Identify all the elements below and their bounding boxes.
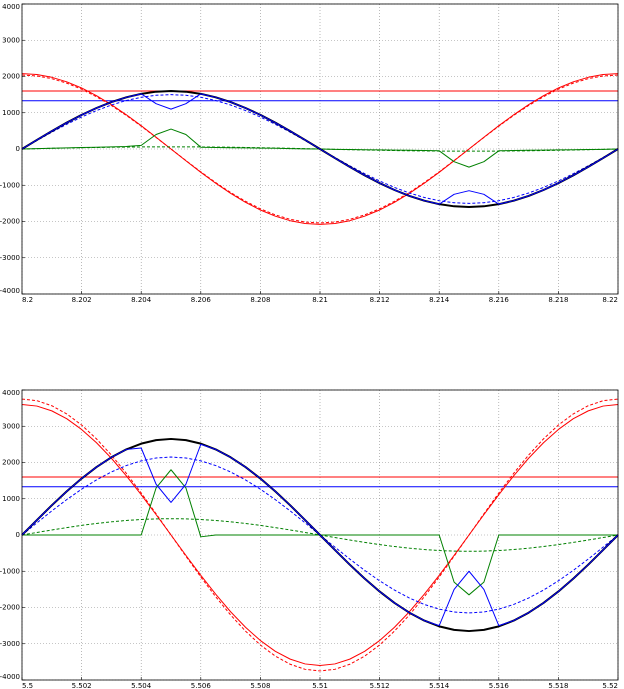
x-tick-label: 8.202: [72, 296, 92, 304]
x-tick-label: 5.506: [191, 682, 212, 689]
y-tick-label: 1000: [2, 109, 20, 117]
x-tick-label: 5.518: [548, 682, 568, 689]
x-tick-label: 8.214: [429, 296, 450, 304]
y-tick-label: -3000: [0, 640, 20, 648]
x-tick-label: 5.5: [22, 682, 33, 689]
x-tick-label: 5.508: [250, 682, 270, 689]
x-tick-label: 5.514: [429, 682, 450, 689]
y-tick-label: -2000: [0, 218, 20, 226]
x-tick-label: 8.218: [548, 296, 568, 304]
series-line: [21, 443, 619, 627]
series-line: [21, 456, 619, 614]
x-tick-label: 8.22: [602, 296, 618, 304]
y-tick-label: -3000: [0, 254, 20, 262]
y-tick-label: 4000: [2, 3, 20, 11]
y-tick-label: 2000: [2, 459, 20, 467]
x-tick-label: 5.51: [312, 682, 328, 689]
x-tick-label: 5.516: [489, 682, 510, 689]
y-tick-label: 1000: [2, 495, 20, 503]
series-line: [21, 93, 619, 205]
x-tick-label: 5.52: [602, 682, 618, 689]
axes-frame: [21, 3, 619, 295]
x-tick-label: 8.212: [370, 296, 390, 304]
y-tick-label: -4000: [0, 673, 20, 681]
x-tick-label: 8.21: [312, 296, 328, 304]
x-tick-label: 8.216: [489, 296, 510, 304]
x-tick-label: 8.2: [22, 296, 33, 304]
x-tick-label: 5.504: [131, 682, 152, 689]
y-tick-label: 3000: [2, 422, 20, 430]
series-line: [21, 404, 619, 666]
series-line: [21, 74, 619, 224]
x-tick-label: 8.206: [191, 296, 212, 304]
series-line: [21, 146, 619, 152]
y-tick-label: 2000: [2, 73, 20, 81]
y-tick-label: 0: [16, 531, 20, 539]
y-tick-label: 0: [16, 145, 20, 153]
y-tick-label: 4000: [2, 389, 20, 397]
axes-frame: [21, 389, 619, 681]
y-tick-label: -2000: [0, 604, 20, 612]
x-tick-label: 5.502: [72, 682, 92, 689]
y-tick-label: 3000: [2, 36, 20, 44]
y-tick-label: -4000: [0, 287, 20, 295]
series-line: [21, 398, 619, 672]
y-tick-label: -1000: [0, 567, 20, 575]
y-tick-label: -1000: [0, 181, 20, 189]
x-tick-label: 8.204: [131, 296, 152, 304]
series-line: [21, 73, 619, 225]
x-tick-label: 5.512: [370, 682, 390, 689]
x-tick-label: 8.208: [250, 296, 270, 304]
